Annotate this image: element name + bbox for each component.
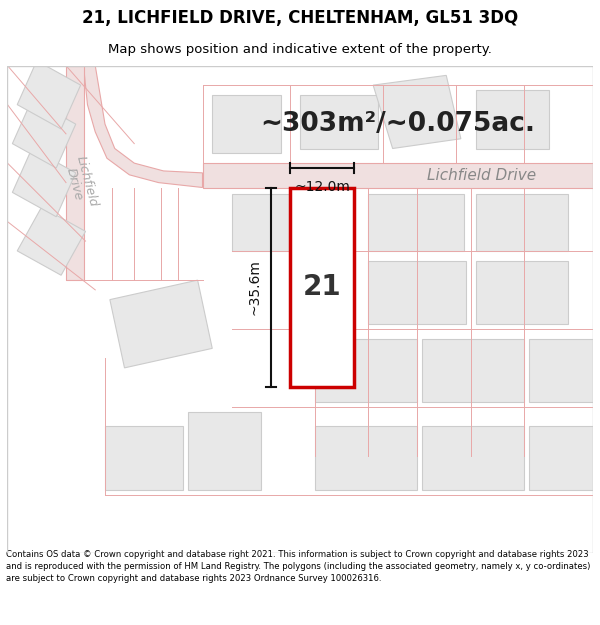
Polygon shape [66, 66, 203, 188]
Polygon shape [188, 412, 261, 490]
Text: ~35.6m: ~35.6m [247, 259, 261, 316]
Polygon shape [476, 90, 548, 149]
Text: Contains OS data © Crown copyright and database right 2021. This information is : Contains OS data © Crown copyright and d… [6, 550, 590, 582]
Polygon shape [13, 149, 76, 217]
Polygon shape [290, 188, 353, 388]
Polygon shape [314, 426, 417, 490]
Polygon shape [476, 194, 568, 251]
Text: 21: 21 [302, 274, 341, 301]
Polygon shape [66, 66, 83, 280]
Polygon shape [105, 426, 183, 490]
Text: ~303m²/~0.075ac.: ~303m²/~0.075ac. [260, 111, 535, 137]
Polygon shape [212, 95, 281, 153]
Polygon shape [529, 339, 593, 402]
Text: Lichfield Drive: Lichfield Drive [427, 168, 536, 183]
Polygon shape [476, 261, 568, 324]
Text: ~12.0m: ~12.0m [294, 180, 350, 194]
Text: Map shows position and indicative extent of the property.: Map shows position and indicative extent… [108, 42, 492, 56]
Text: 21, LICHFIELD DRIVE, CHELTENHAM, GL51 3DQ: 21, LICHFIELD DRIVE, CHELTENHAM, GL51 3D… [82, 9, 518, 28]
Polygon shape [422, 426, 524, 490]
Polygon shape [422, 339, 524, 402]
Polygon shape [368, 194, 464, 251]
Polygon shape [232, 194, 320, 251]
Polygon shape [203, 163, 593, 188]
Polygon shape [529, 426, 593, 490]
Polygon shape [17, 61, 80, 129]
Polygon shape [368, 261, 466, 324]
Polygon shape [373, 76, 461, 149]
Polygon shape [17, 207, 85, 275]
Polygon shape [314, 339, 417, 402]
Polygon shape [110, 280, 212, 368]
Polygon shape [13, 100, 76, 168]
Polygon shape [300, 95, 378, 149]
Text: Lichfield
Drive: Lichfield Drive [62, 154, 100, 211]
